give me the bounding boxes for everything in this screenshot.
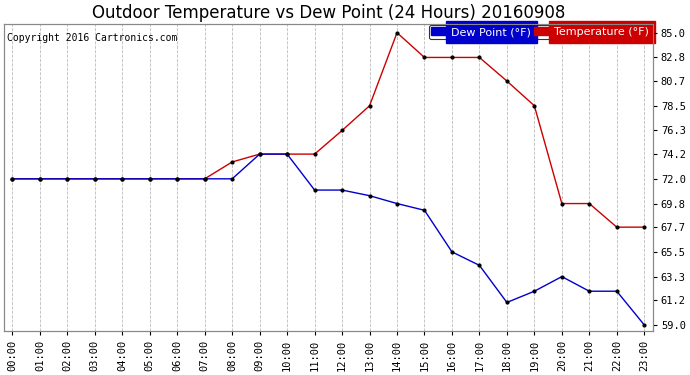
Legend: Dew Point (°F), Temperature (°F): Dew Point (°F), Temperature (°F)	[429, 25, 651, 39]
Title: Outdoor Temperature vs Dew Point (24 Hours) 20160908: Outdoor Temperature vs Dew Point (24 Hou…	[92, 4, 565, 22]
Text: Copyright 2016 Cartronics.com: Copyright 2016 Cartronics.com	[8, 33, 178, 43]
